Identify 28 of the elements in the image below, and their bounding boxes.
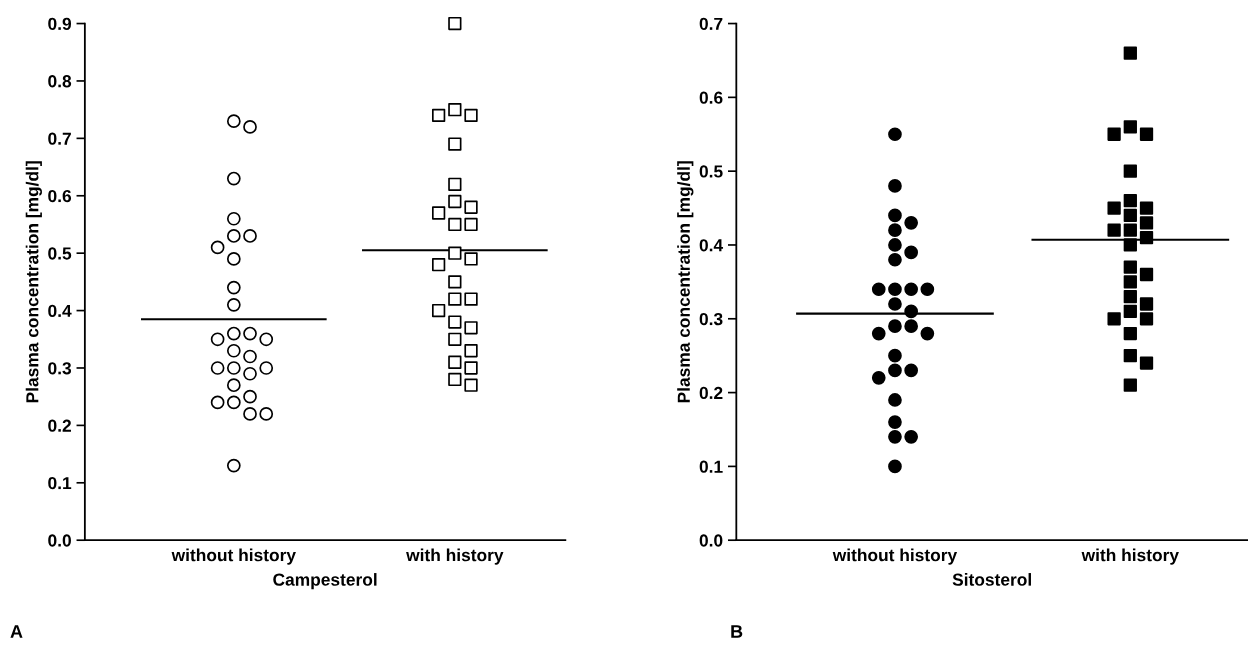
y-tick-label: 0.5 xyxy=(699,165,723,178)
x-axis-title: Campesterol xyxy=(273,573,377,590)
x-tick-label: with history xyxy=(406,548,504,565)
y-tick-label: 0.3 xyxy=(699,312,723,326)
y-tick-label: 0.4 xyxy=(699,239,724,252)
y-tick-label: 0.2 xyxy=(48,419,71,432)
y-tick-label: 0.6 xyxy=(48,189,72,203)
text: 0.0 xyxy=(699,534,723,547)
text: A xyxy=(10,625,23,638)
text: B xyxy=(731,625,743,638)
y-tick-label: 0.8 xyxy=(48,75,72,88)
y-tick-label: 0.7 xyxy=(48,132,71,145)
x-tick-label: without history xyxy=(832,548,958,565)
y-tick-label: 0.3 xyxy=(48,362,72,375)
y-axis-title: Plasma concentration [mg/dl] xyxy=(25,161,42,403)
y-tick-label: 0.7 xyxy=(699,17,723,31)
y-tick-label: 0.2 xyxy=(699,386,723,400)
y-tick-label: 0.1 xyxy=(48,476,72,490)
y-axis-title: Plasma concentration [mg/dl] xyxy=(677,161,694,403)
text: 0.0 xyxy=(48,534,71,547)
y-tick-label: 0.6 xyxy=(699,91,723,104)
y-tick-label: 0.9 xyxy=(48,17,72,31)
y-tick-label: 0.1 xyxy=(699,460,723,473)
y-tick-label: 0.4 xyxy=(48,304,72,318)
y-tick-label: 0.5 xyxy=(48,247,72,260)
x-tick-label: with history xyxy=(1081,548,1179,565)
x-tick-label: without history xyxy=(171,548,296,565)
x-axis-title: Sitosterol xyxy=(952,573,1031,586)
